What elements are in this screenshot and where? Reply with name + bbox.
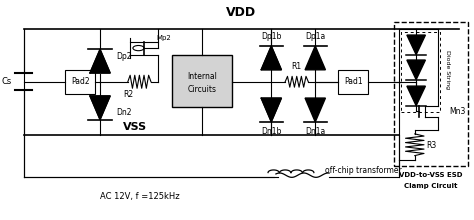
Text: AC 12V, f =125kHz: AC 12V, f =125kHz	[100, 192, 179, 201]
Polygon shape	[90, 96, 110, 120]
Text: VDD: VDD	[226, 6, 256, 19]
Text: R2: R2	[123, 90, 133, 99]
Polygon shape	[261, 98, 282, 122]
Text: Dp1a: Dp1a	[305, 32, 325, 41]
Text: Internal: Internal	[187, 72, 217, 81]
Text: Dn2: Dn2	[116, 108, 132, 117]
Text: Dn1a: Dn1a	[305, 127, 325, 136]
Polygon shape	[90, 49, 110, 73]
Text: Dp1b: Dp1b	[261, 32, 282, 41]
Polygon shape	[407, 60, 425, 80]
Text: R1: R1	[292, 62, 302, 71]
Text: off-chip transformer: off-chip transformer	[325, 166, 401, 175]
Text: Clamp Circuit: Clamp Circuit	[404, 183, 458, 189]
Text: VSS: VSS	[123, 122, 147, 132]
Text: Mp2: Mp2	[156, 35, 171, 41]
Text: Dn1b: Dn1b	[261, 127, 282, 136]
Polygon shape	[305, 46, 326, 70]
Polygon shape	[407, 35, 425, 55]
Circle shape	[133, 46, 144, 51]
Polygon shape	[261, 46, 282, 70]
Bar	[338, 70, 368, 94]
Text: Diode String: Diode String	[445, 50, 450, 89]
Polygon shape	[305, 98, 326, 122]
Text: Mn3: Mn3	[449, 106, 466, 116]
Bar	[401, 32, 440, 112]
Bar	[394, 22, 468, 167]
Text: Circuits: Circuits	[187, 85, 216, 94]
Bar	[172, 55, 232, 107]
Text: Pad1: Pad1	[344, 77, 363, 86]
Bar	[65, 70, 95, 94]
Text: VDD-to-VSS ESD: VDD-to-VSS ESD	[399, 172, 463, 178]
Text: Cs: Cs	[2, 77, 12, 86]
Text: Dp2: Dp2	[116, 52, 132, 61]
Text: R3: R3	[426, 141, 437, 150]
Text: Pad2: Pad2	[71, 77, 90, 86]
Polygon shape	[407, 86, 425, 106]
